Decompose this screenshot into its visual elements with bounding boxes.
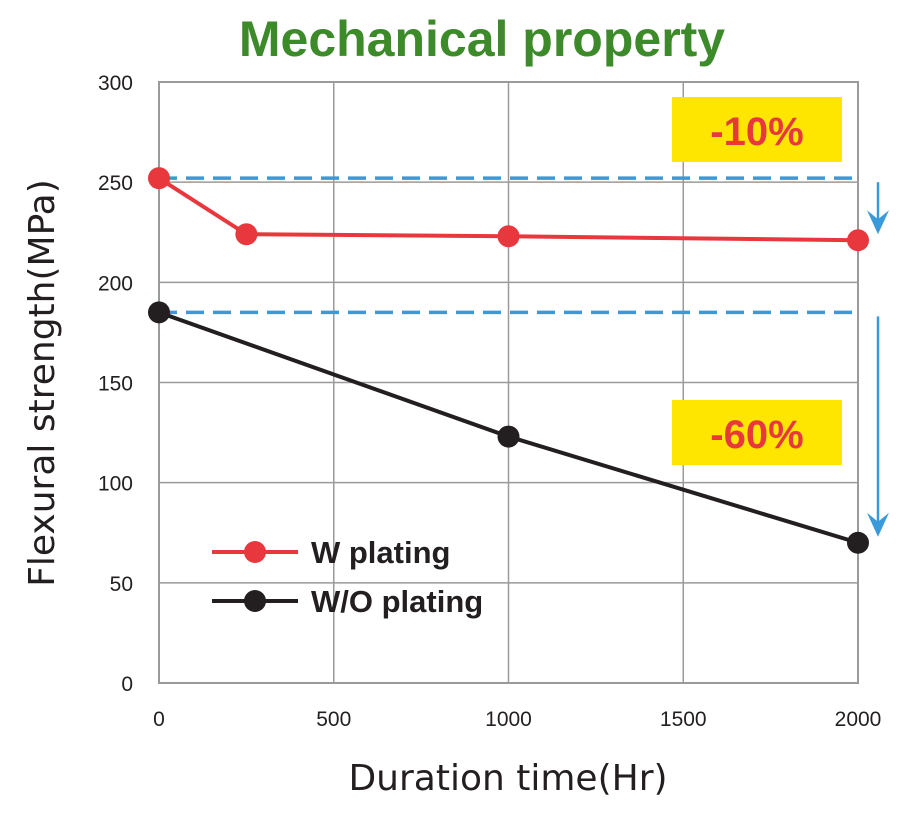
data-point (847, 531, 869, 554)
series-line (157, 176, 859, 243)
grid (158, 81, 859, 684)
legend-label: W/O plating (311, 584, 483, 619)
data-point (148, 167, 170, 190)
reference-lines (159, 176, 889, 537)
series-layer (148, 167, 869, 554)
tick-labels: 0 500 1000 1500 2000 0 50 100 150 200 250 300 (98, 72, 881, 731)
annotations: -10% -60% (672, 97, 842, 465)
legend: W plating W/O plating (212, 535, 483, 619)
y-tick-label: 100 (98, 473, 133, 496)
drop-arrow-head (867, 512, 889, 537)
drop-arrow-head (867, 210, 889, 235)
x-tick-label: 1000 (485, 708, 532, 731)
legend-marker (244, 541, 266, 563)
legend-label: W plating (311, 535, 450, 570)
x-tick-label: 2000 (835, 708, 882, 731)
y-tick-label: 300 (98, 72, 133, 95)
change-badge-text: -60% (710, 413, 803, 457)
change-badge: -10% (672, 97, 842, 162)
change-badge: -60% (672, 400, 842, 465)
y-tick-label: 200 (98, 272, 133, 295)
change-badge-bg (672, 97, 842, 162)
x-tick-label: 500 (316, 708, 351, 731)
y-tick-label: 150 (98, 373, 133, 396)
y-tick-label: 0 (121, 673, 133, 696)
change-badge-text: -10% (710, 110, 803, 154)
data-point (497, 225, 520, 248)
data-point (235, 223, 258, 246)
data-point (148, 301, 170, 324)
legend-marker (244, 590, 266, 612)
x-axis-label: Duration time(Hr) (348, 758, 667, 799)
y-axis-label: Flexural strength(MPa) (22, 179, 63, 587)
change-badge-bg (672, 400, 842, 465)
data-point (497, 425, 520, 448)
x-tick-label: 0 (153, 708, 165, 731)
y-tick-label: 250 (98, 172, 133, 195)
data-point (847, 229, 869, 252)
x-tick-label: 1500 (660, 708, 707, 731)
y-tick-label: 50 (110, 573, 133, 596)
chart-title: Mechanical property (239, 11, 725, 67)
